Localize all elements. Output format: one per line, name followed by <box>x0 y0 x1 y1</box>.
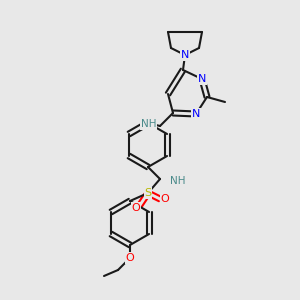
Text: O: O <box>126 253 134 263</box>
Text: N: N <box>192 109 200 119</box>
Text: NH: NH <box>170 176 185 186</box>
Text: NH: NH <box>140 119 156 129</box>
Text: O: O <box>160 194 169 204</box>
Text: S: S <box>144 188 152 198</box>
Text: N: N <box>198 74 206 84</box>
Text: O: O <box>132 203 140 213</box>
Text: N: N <box>181 50 189 60</box>
